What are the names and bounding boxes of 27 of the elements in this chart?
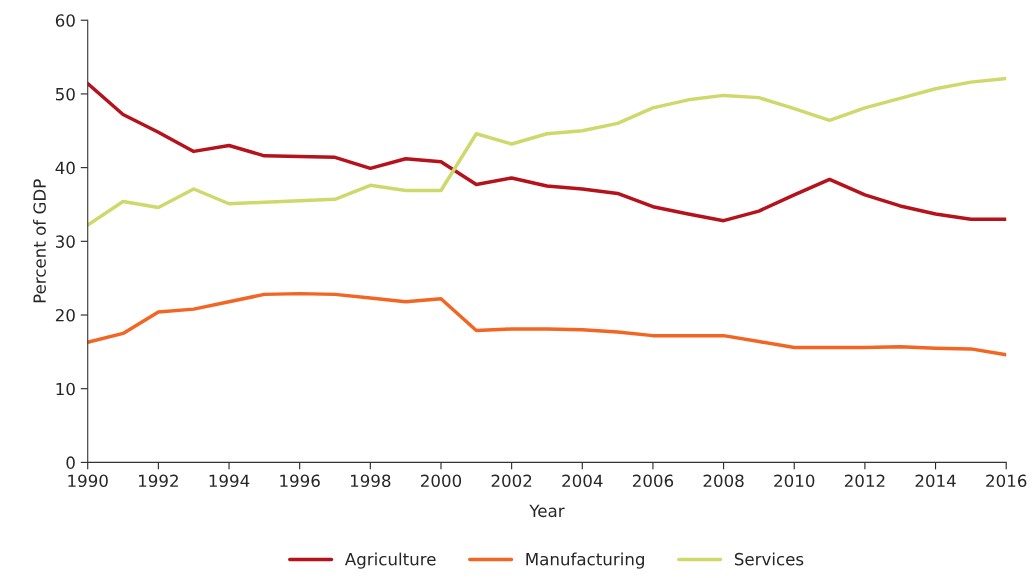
- x-tick-label: 2012: [844, 474, 885, 488]
- x-tick-label: 1992: [138, 474, 178, 488]
- x-tick-label: 2010: [774, 474, 815, 488]
- x-tick-label: 2006: [632, 474, 674, 488]
- x-tick-label: 1990: [68, 474, 108, 488]
- legend-label: Services: [734, 552, 804, 566]
- x-axis-title: Year: [529, 504, 565, 518]
- y-axis-title: Percent of GDP: [33, 179, 46, 303]
- x-tick-label: 2014: [915, 474, 956, 488]
- y-tick-label: 40: [55, 161, 75, 175]
- y-tick-label: 60: [55, 14, 75, 27]
- legend-label: Agriculture: [344, 552, 436, 569]
- x-tick-label: 2002: [491, 474, 532, 488]
- y-tick-label: 10: [56, 382, 75, 396]
- x-tick-label: 1994: [209, 474, 250, 488]
- y-tick-label: 50: [55, 87, 75, 101]
- y-tick-label: 20: [55, 308, 75, 322]
- x-tick-label: 2004: [562, 474, 603, 488]
- legend-label: Manufacturing: [526, 552, 644, 569]
- line-series: [87, 291, 1007, 357]
- x-tick-label: 2016: [986, 474, 1027, 488]
- x-tick-label: 1996: [280, 474, 320, 488]
- y-tick-label: 0: [66, 456, 75, 469]
- x-tick-label: 1998: [350, 474, 391, 488]
- y-tick-label: 30: [55, 235, 75, 248]
- x-tick-label: 2000: [420, 474, 462, 488]
- x-tick-label: 2008: [703, 474, 744, 488]
